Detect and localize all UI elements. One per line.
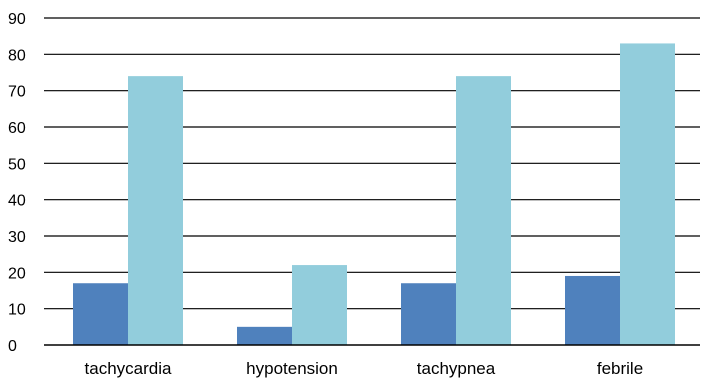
y-tick-label: 20 <box>8 265 26 282</box>
y-tick-label: 10 <box>8 302 26 319</box>
x-category-label: febrile <box>597 359 643 378</box>
y-tick-label: 70 <box>8 84 26 101</box>
bar-series-1-hypotension <box>237 326 292 345</box>
y-tick-label: 60 <box>8 120 26 137</box>
y-tick-label: 0 <box>8 338 17 355</box>
x-category-label: tachypnea <box>417 359 496 378</box>
bar-series-2-febrile <box>620 43 675 345</box>
y-tick-label: 90 <box>8 11 26 28</box>
y-tick-label: 40 <box>8 193 26 210</box>
x-category-label: hypotension <box>246 359 338 378</box>
x-axis-category-labels: tachycardia hypotension tachypnea febrile <box>85 359 644 378</box>
bars <box>73 43 675 345</box>
bar-series-2-tachycardia <box>128 76 183 345</box>
y-tick-label: 80 <box>8 47 26 64</box>
y-axis-tick-labels: 0 10 20 30 40 50 60 70 80 90 <box>8 11 26 355</box>
y-tick-label: 30 <box>8 229 26 246</box>
bar-series-1-tachycardia <box>73 283 128 345</box>
bar-series-1-tachypnea <box>401 283 456 345</box>
bar-series-1-febrile <box>565 275 620 345</box>
x-category-label: tachycardia <box>85 359 172 378</box>
bar-series-2-hypotension <box>292 265 347 345</box>
y-tick-label: 50 <box>8 156 26 173</box>
bar-series-2-tachypnea <box>456 76 511 345</box>
